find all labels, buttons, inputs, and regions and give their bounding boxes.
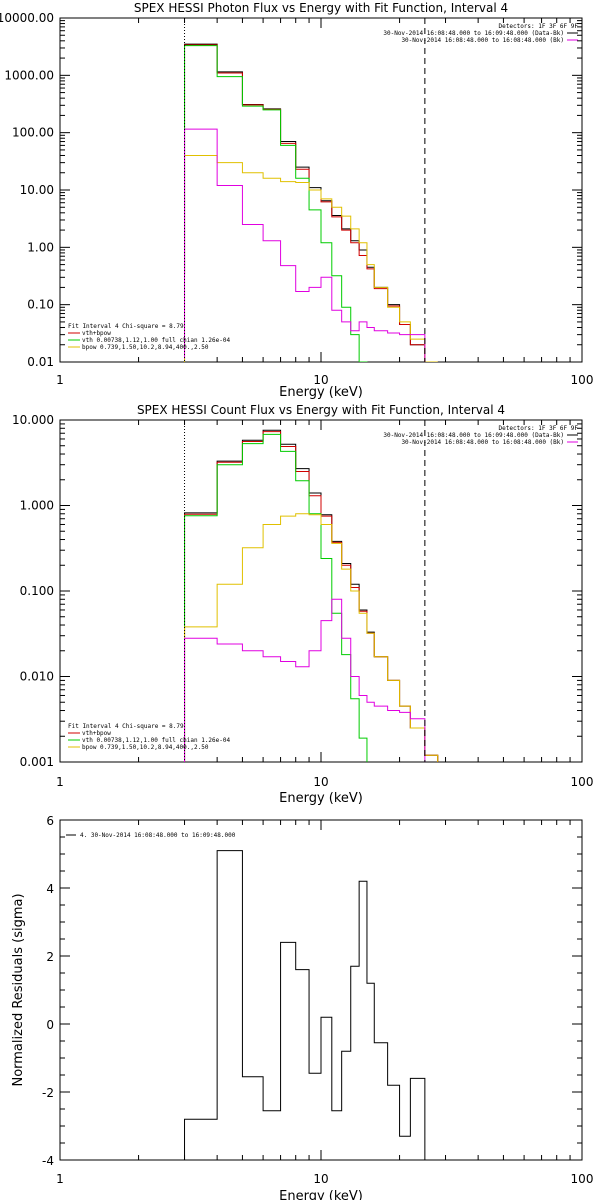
x-axis-label: Energy (keV): [279, 1189, 363, 1200]
legend-bottom-entry: bpow 0.739,1.50,10.2,8.94,400.,2.50: [82, 744, 209, 751]
y-tick-label: 1.00: [27, 240, 54, 254]
legend-top-entry: 30-Nov-2014 16:08:48.000 to 16:09:48.000…: [383, 30, 564, 37]
legend-top-entry: 30-Nov-2014 16:08:48.000 to 16:08:48.000…: [401, 439, 564, 446]
detectors-label: Detectors: 1F 3F 6F 9F: [499, 425, 579, 432]
count-flux-chart: SPEX HESSI Count Flux vs Energy with Fit…: [12, 403, 594, 806]
legend-bottom-entry: vth 0.00738,1.12,1.00 full chian 1.26e-0…: [82, 737, 230, 744]
y-tick-label: 4: [46, 882, 54, 896]
y-tick-label: 100.00: [12, 126, 54, 140]
chart-title: SPEX HESSI Count Flux vs Energy with Fit…: [137, 403, 505, 417]
x-tick-label: 100: [571, 373, 594, 387]
legend-top-entry: 4. 30-Nov-2014 16:08:48.000 to 16:09:48.…: [80, 832, 236, 839]
y-tick-label: 10.00: [20, 183, 54, 197]
plot-frame: [59, 419, 583, 763]
series-vth-bpow-line: [184, 44, 438, 362]
x-axis-label: Energy (keV): [279, 385, 363, 400]
plot-area: [184, 850, 426, 1160]
fit-header: Fit Interval 4 Chi-square = 8.79: [68, 723, 184, 730]
x-axis-label: Energy (keV): [279, 791, 363, 806]
y-tick-label: 0.010: [20, 670, 54, 684]
photon-flux-chart: SPEX HESSI Photon Flux vs Energy with Fi…: [0, 1, 594, 400]
y-tick-label: 10000.00: [0, 11, 54, 25]
x-tick-label: 100: [571, 1172, 594, 1186]
x-tick-label: 1: [56, 775, 64, 789]
chart-title: SPEX HESSI Photon Flux vs Energy with Fi…: [134, 1, 508, 15]
x-tick-label: 10: [313, 775, 328, 789]
y-tick-label: 0.10: [27, 298, 54, 312]
y-tick-label: -4: [42, 1154, 54, 1168]
plot-area: [184, 429, 439, 762]
series-residuals-line: [184, 850, 426, 1160]
legend-bottom-entry: vth+bpow: [82, 730, 111, 737]
plot-frame: [59, 819, 583, 1161]
y-tick-label: 0.01: [27, 355, 54, 369]
x-tick-label: 10: [313, 373, 328, 387]
y-tick-label: 10.000: [12, 413, 54, 427]
x-tick-label: 100: [571, 775, 594, 789]
y-tick-label: 1.000: [20, 499, 54, 513]
x-tick-label: 1: [56, 1172, 64, 1186]
y-tick-label: 6: [46, 814, 54, 828]
legend-top-entry: 30-Nov-2014 16:08:48.000 to 16:08:48.000…: [401, 37, 564, 44]
legend-bottom-entry: vth 0.00738,1.12,1.00 full chian 1.26e-0…: [82, 337, 230, 344]
series-vth-line: [184, 45, 439, 362]
x-tick-label: 1: [56, 373, 64, 387]
plot-area: [184, 43, 439, 362]
legend-top-entry: 30-Nov-2014 16:08:48.000 to 16:09:48.000…: [383, 432, 564, 439]
residuals-chart: 1 10 100 6 4 2 0 -2 -4 Energy (keV) Normalized Res…: [11, 814, 593, 1200]
legend-bottom-entry: bpow 0.739,1.50,10.2,8.94,400.,2.50: [82, 344, 209, 351]
detectors-label: Detectors: 1F 3F 6F 9F: [499, 23, 579, 30]
series-bk-line: [184, 598, 439, 762]
y-tick-label: -2: [42, 1086, 54, 1100]
y-tick-label: 0.100: [20, 584, 54, 598]
y-axis-label: Normalized Residuals (sigma): [11, 893, 26, 1086]
legend-bottom-entry: vth+bpow: [82, 330, 111, 337]
y-tick-label: 2: [46, 950, 54, 964]
fit-header: Fit Interval 4 Chi-square = 8.79: [68, 323, 184, 330]
y-tick-label: 0.001: [20, 755, 54, 769]
y-tick-label: 0: [46, 1018, 54, 1032]
series-bk-line: [184, 128, 439, 362]
series-bpow-line: [184, 513, 439, 762]
y-tick-label: 1000.00: [4, 68, 54, 82]
x-tick-label: 10: [313, 1172, 328, 1186]
series-bpow-line: [184, 154, 438, 362]
